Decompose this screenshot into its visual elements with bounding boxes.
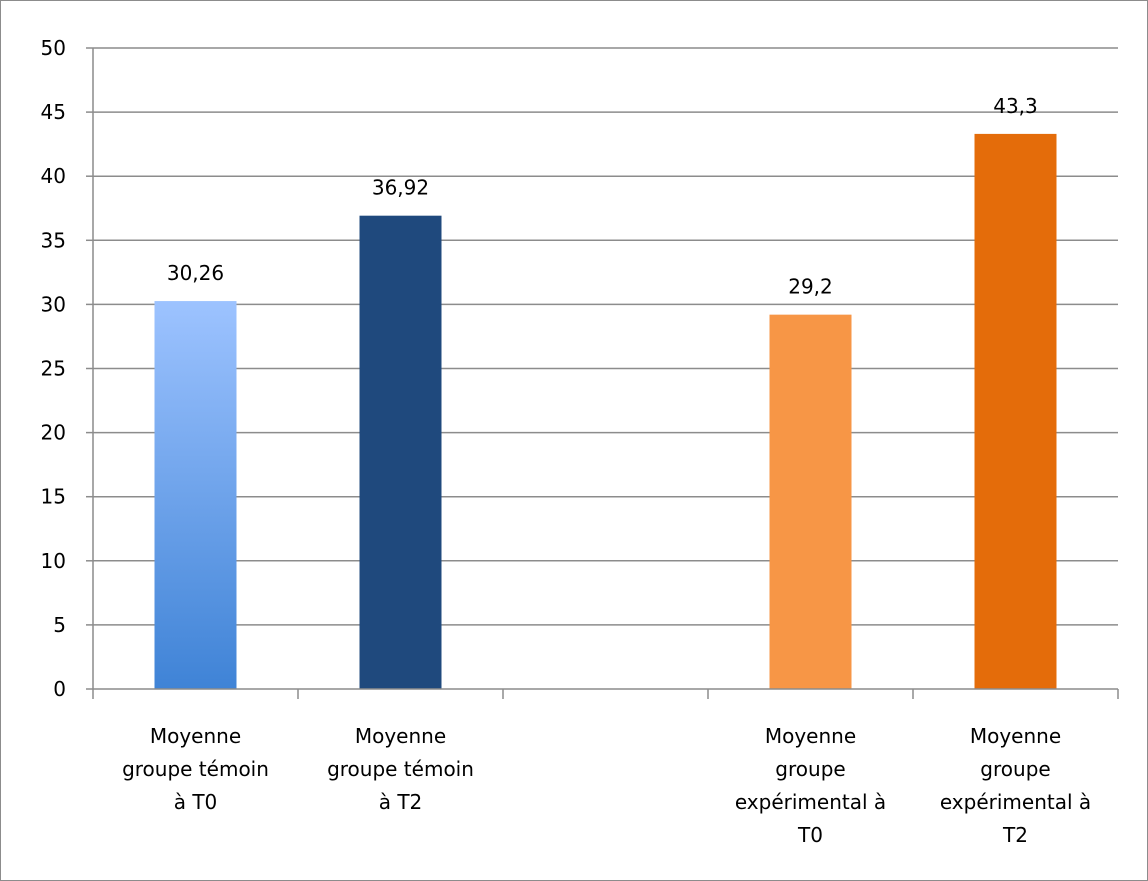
x-category-label: T0 xyxy=(797,823,823,847)
x-category-label: T2 xyxy=(1002,823,1028,847)
y-tick-label: 5 xyxy=(53,613,66,637)
data-label-1: 30,26 xyxy=(167,261,224,285)
y-tick-label: 45 xyxy=(41,100,66,124)
x-category-label: groupe xyxy=(775,757,845,781)
bar-4 xyxy=(769,314,852,689)
x-category-label: groupe xyxy=(980,757,1050,781)
bar-2 xyxy=(359,215,442,689)
y-tick-label: 40 xyxy=(41,164,66,188)
x-category-label: Moyenne xyxy=(150,724,241,748)
data-labels: 30,26 36,92 29,2 43,3 xyxy=(167,94,1038,299)
x-category-label: Moyenne xyxy=(970,724,1061,748)
y-tick-label: 15 xyxy=(41,485,66,509)
bar-1 xyxy=(154,301,237,689)
bar-5 xyxy=(974,133,1057,690)
y-tick-label: 50 xyxy=(41,36,66,60)
y-tick-label: 25 xyxy=(41,357,66,381)
x-category-label: à T2 xyxy=(379,790,423,814)
y-tick-label: 0 xyxy=(53,677,66,701)
x-category-label: Moyenne xyxy=(355,724,446,748)
y-tick-label: 30 xyxy=(41,292,66,316)
bars xyxy=(154,133,1057,690)
x-axis: Moyenne groupe témoin à T0 Moyenne groupe té… xyxy=(92,688,1119,847)
x-category-label: groupe témoin xyxy=(327,757,474,781)
gridlines xyxy=(93,47,1118,626)
data-label-4: 29,2 xyxy=(788,275,833,299)
x-category-label: groupe témoin xyxy=(122,757,269,781)
y-tick-label: 35 xyxy=(41,228,66,252)
data-label-2: 36,92 xyxy=(372,176,429,200)
y-tick-label: 10 xyxy=(41,549,66,573)
x-category-label: à T0 xyxy=(174,790,218,814)
x-category-label: expérimental à xyxy=(735,790,886,814)
y-axis: 0 5 10 15 20 25 30 35 40 45 50 xyxy=(41,36,94,701)
x-category-label: Moyenne xyxy=(765,724,856,748)
y-tick-label: 20 xyxy=(41,421,66,445)
x-category-label: expérimental à xyxy=(940,790,1091,814)
data-label-5: 43,3 xyxy=(993,94,1038,118)
